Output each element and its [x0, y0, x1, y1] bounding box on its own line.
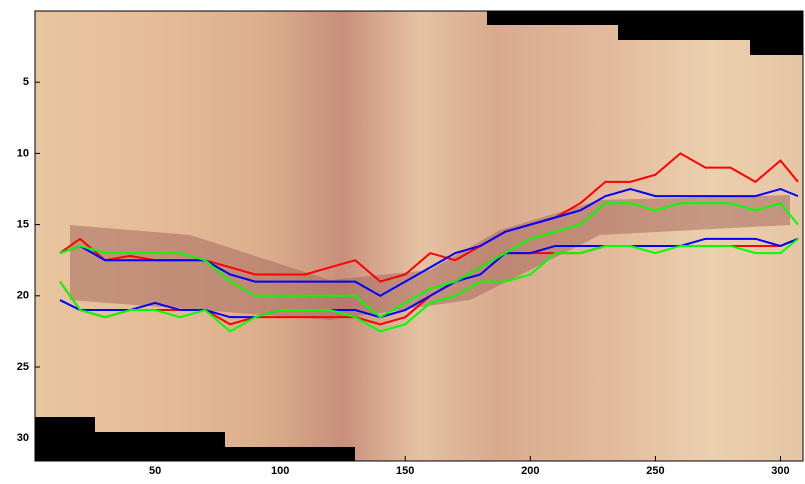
dark-band: [70, 195, 790, 320]
y-tick-label: 30: [17, 432, 29, 444]
y-tick-label: 15: [17, 219, 29, 231]
y-tick-label: 20: [17, 290, 29, 302]
y-tick-label: 5: [23, 76, 29, 88]
x-tick-label: 50: [149, 465, 161, 477]
boundary-line: [59, 202, 799, 319]
boundary-line: [59, 238, 799, 333]
y-tick-label: 10: [17, 147, 29, 159]
masks: [35, 11, 803, 461]
x-tick-label: 250: [646, 465, 664, 477]
axes-box: [34, 10, 804, 462]
boundary-line: [59, 187, 799, 297]
x-tick-label: 200: [521, 465, 539, 477]
x-tick-label: 300: [771, 465, 789, 477]
x-tick-label: 150: [396, 465, 414, 477]
x-tick-label: 100: [271, 465, 289, 477]
y-tick-label: 25: [17, 361, 29, 373]
